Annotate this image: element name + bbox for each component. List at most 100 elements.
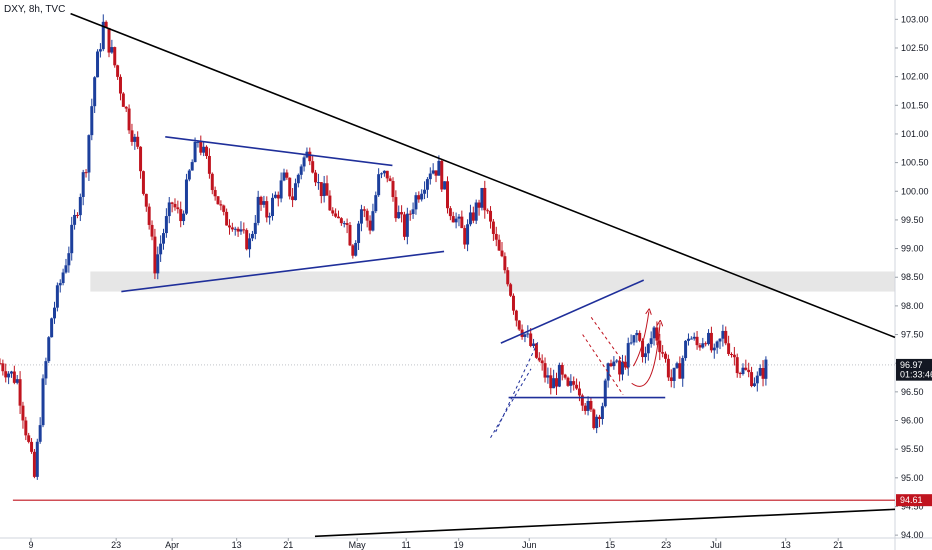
candle-body	[606, 363, 610, 381]
candle-body	[615, 360, 619, 362]
candle-body	[649, 338, 653, 345]
resistance-zone	[90, 271, 895, 292]
candle-body	[752, 383, 756, 387]
candle-body	[425, 179, 429, 190]
candle-body	[638, 332, 642, 341]
candle-body	[213, 190, 217, 197]
candle-body	[70, 224, 74, 254]
candle-body	[296, 174, 300, 184]
candle-body	[27, 435, 31, 442]
candle-body	[451, 216, 455, 223]
candle-body	[658, 340, 662, 353]
candle-body	[537, 357, 541, 361]
candle-body	[227, 225, 231, 228]
candle-body	[477, 202, 481, 208]
candle-body	[540, 360, 544, 364]
candle-body	[758, 368, 762, 376]
candle-body	[474, 202, 478, 221]
candle-body	[463, 228, 467, 245]
candle-body	[202, 146, 206, 153]
candle-body	[242, 229, 246, 231]
candle-body	[121, 93, 125, 107]
candle-body	[397, 212, 401, 219]
candle-body	[273, 194, 277, 198]
candle-body	[664, 353, 668, 359]
candle-body	[641, 340, 645, 358]
candle-body	[380, 173, 384, 175]
candle-body	[245, 230, 249, 250]
candle-body	[623, 361, 627, 368]
candle-body	[187, 170, 191, 180]
candle-body	[210, 173, 214, 191]
candle-body	[546, 375, 550, 378]
candle-body	[586, 401, 590, 411]
x-tick-label: 9	[28, 540, 33, 550]
x-tick-label: 23	[661, 540, 671, 550]
candle-body	[494, 233, 498, 240]
candle-body	[233, 228, 237, 230]
y-tick-label: 101.00	[901, 129, 929, 139]
projection-arrow-dip	[631, 323, 660, 387]
candle-body	[87, 135, 91, 173]
candle-body	[259, 196, 263, 205]
candle-body	[589, 401, 593, 410]
range-top-line	[165, 136, 393, 167]
candle-body	[420, 193, 424, 200]
candle-body	[24, 420, 28, 436]
candle-body	[351, 245, 355, 256]
candle-body	[18, 379, 22, 406]
x-tick-label: 15	[605, 540, 615, 550]
candle-body	[345, 223, 349, 225]
price-tag-label: 96.97	[900, 360, 923, 370]
candle-body	[385, 170, 389, 179]
x-tick-label: 21	[833, 540, 843, 550]
candle-body	[738, 373, 742, 375]
candle-body	[250, 233, 254, 239]
candle-body	[58, 283, 62, 286]
candles-layer	[0, 14, 768, 480]
candle-body	[150, 224, 154, 237]
rising-support-line	[314, 508, 896, 538]
candle-body	[620, 361, 624, 375]
candle-body	[104, 21, 108, 28]
candle-body	[64, 265, 68, 273]
candle-body	[672, 367, 676, 381]
candle-body	[308, 151, 312, 162]
candle-body	[236, 228, 240, 232]
candle-body	[598, 416, 602, 420]
candle-body	[44, 361, 48, 379]
candle-body	[486, 210, 490, 212]
candle-body	[592, 409, 596, 429]
candle-body	[440, 160, 444, 190]
y-tick-label: 102.50	[901, 43, 929, 53]
candle-body	[661, 352, 665, 354]
candle-body	[646, 344, 650, 354]
candle-body	[405, 213, 409, 237]
candle-body	[595, 416, 599, 429]
candle-body	[248, 238, 252, 250]
candle-body	[454, 218, 458, 223]
candle-body	[339, 218, 343, 224]
candle-body	[199, 141, 203, 153]
candle-body	[368, 220, 372, 231]
candle-body	[38, 425, 42, 442]
candle-body	[285, 172, 289, 178]
projection-arrow-up	[632, 312, 648, 367]
candle-body	[526, 333, 530, 335]
candle-body	[400, 212, 404, 215]
candle-body	[755, 375, 759, 384]
candle-body	[15, 379, 19, 383]
resistance-zone-layer	[90, 271, 895, 292]
candle-body	[761, 368, 765, 379]
candle-body	[9, 371, 13, 374]
candle-body	[635, 332, 639, 336]
candle-body	[207, 155, 211, 174]
candle-body	[466, 224, 470, 245]
y-tick-label: 96.50	[901, 387, 924, 397]
candle-body	[98, 49, 102, 52]
candle-body	[443, 181, 447, 190]
candle-body	[222, 205, 226, 212]
candle-body	[712, 347, 716, 351]
